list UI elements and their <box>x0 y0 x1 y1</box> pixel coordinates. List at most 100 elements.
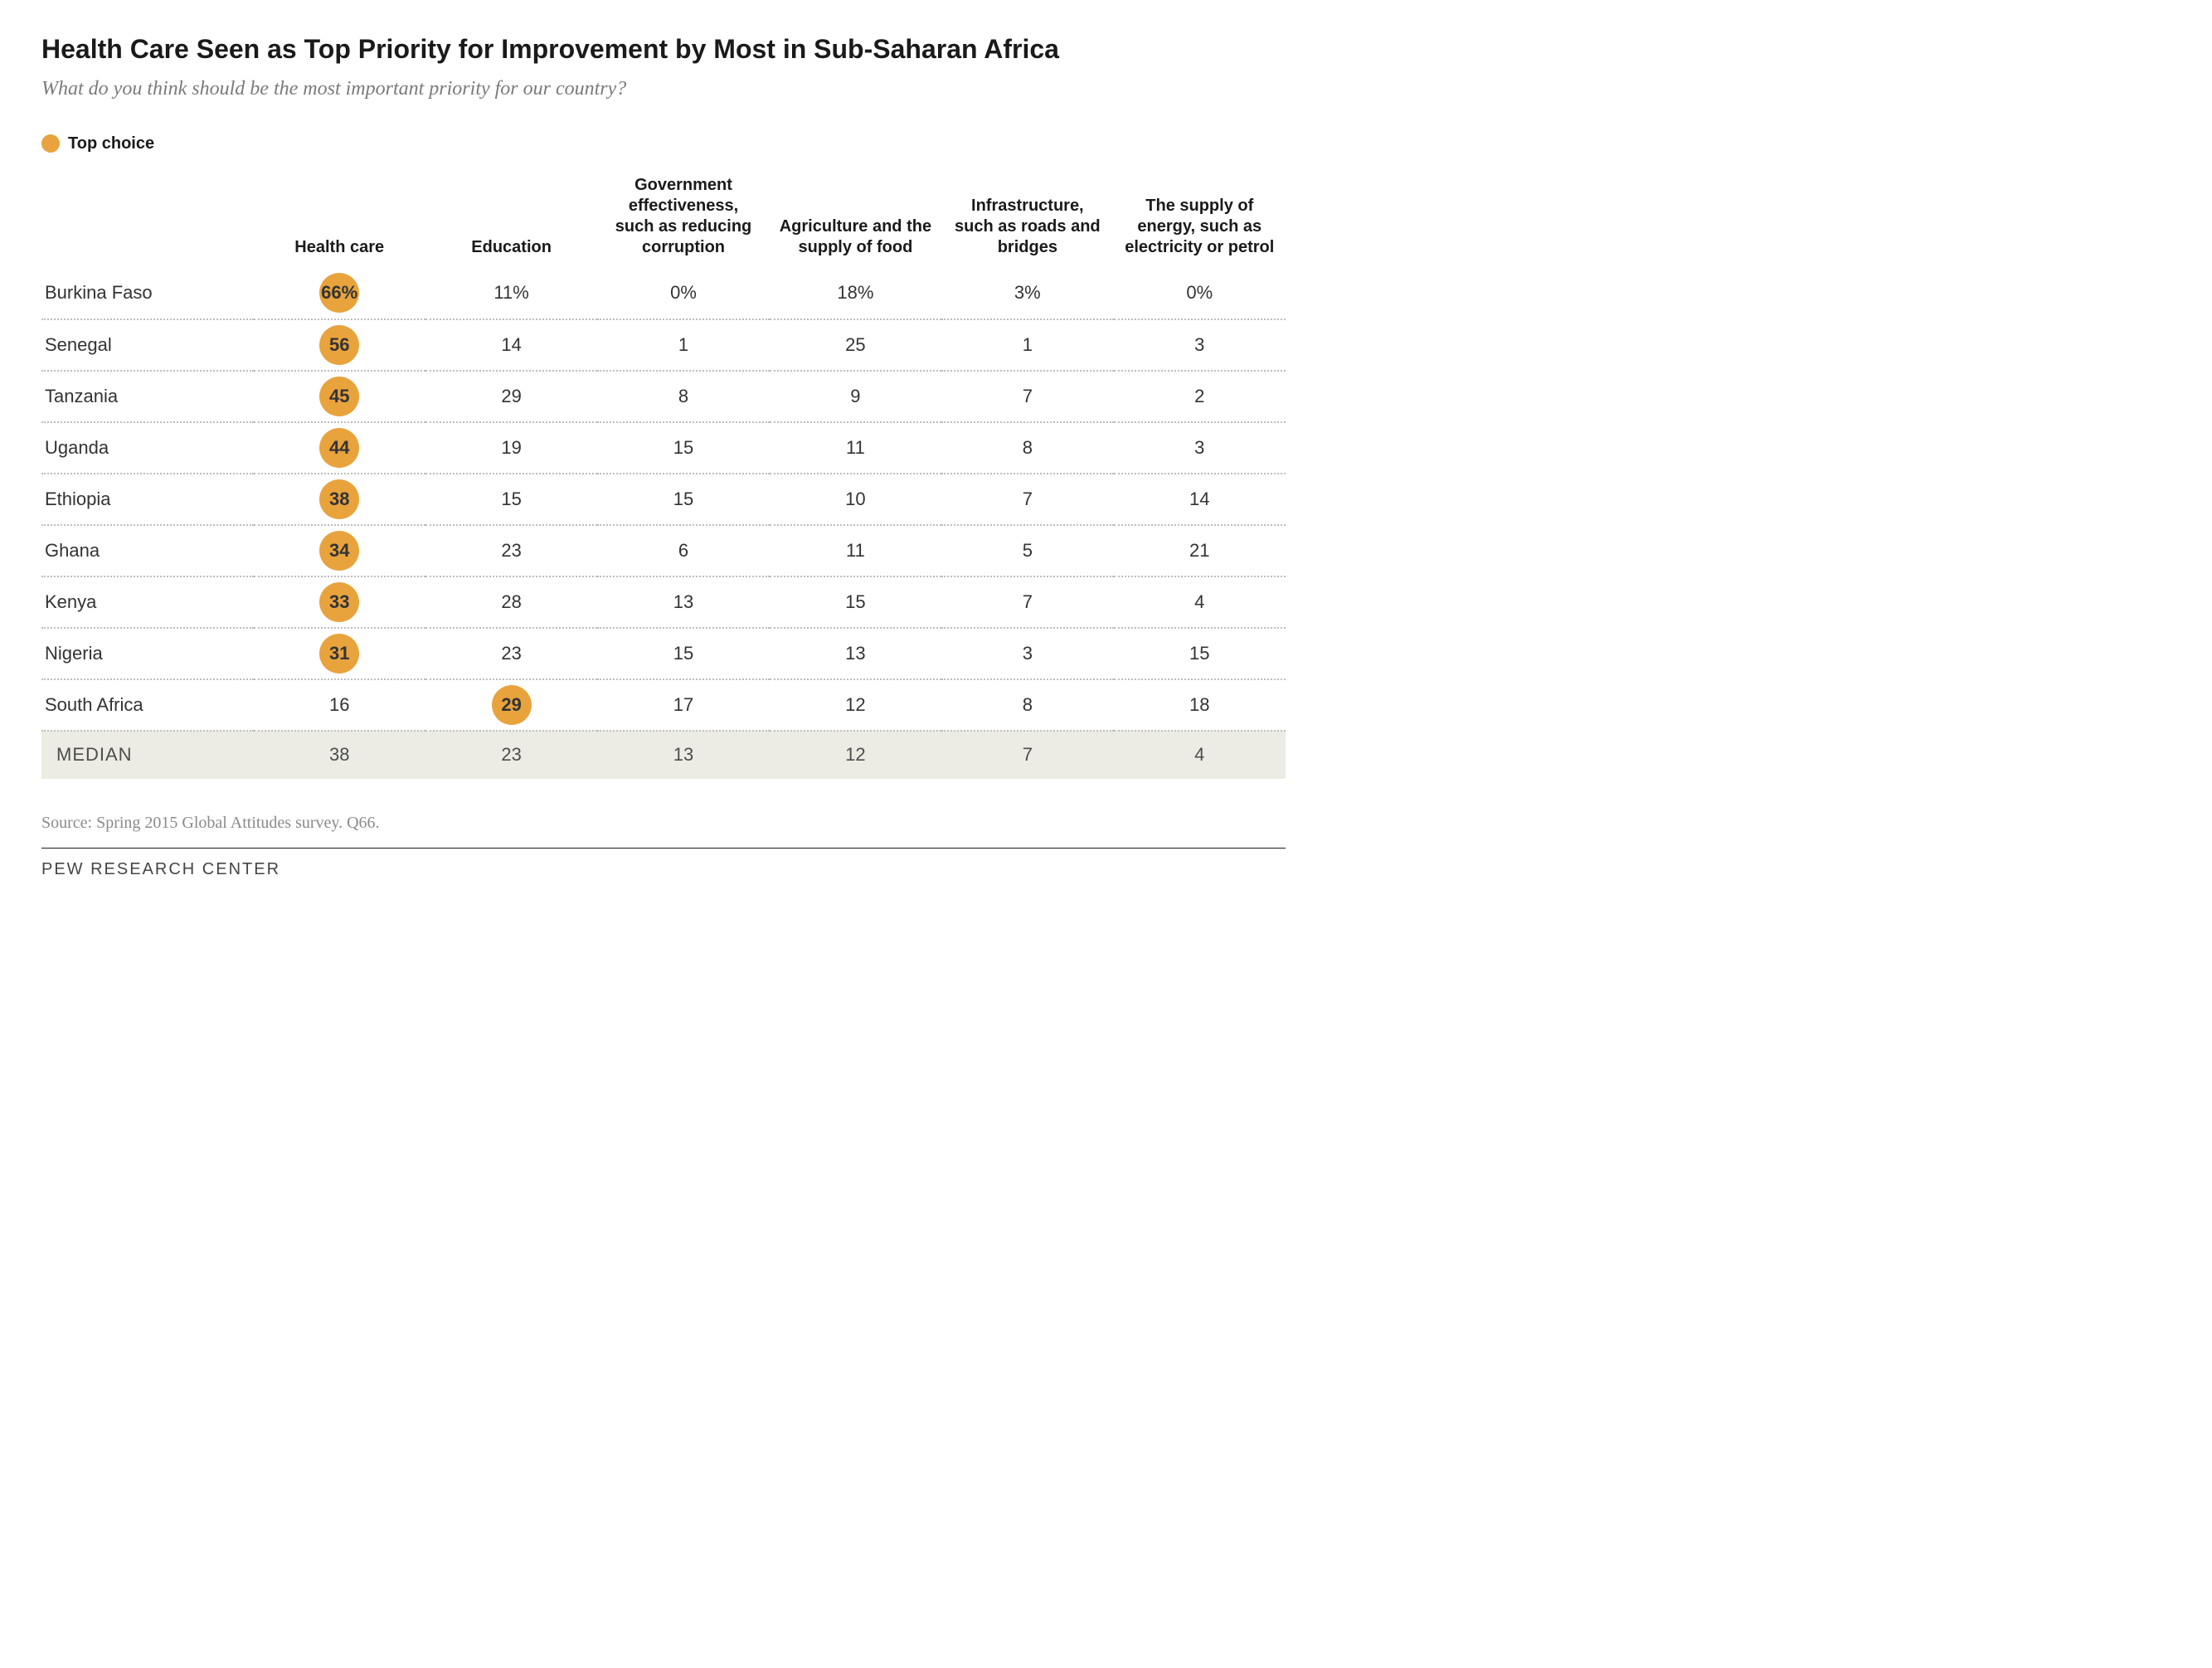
value-cell: 7 <box>941 576 1113 628</box>
col-header: Infrastructure, such as roads and bridge… <box>941 170 1113 268</box>
median-cell: 13 <box>597 731 769 779</box>
value-cell: 4 <box>1114 576 1286 628</box>
median-cell: 4 <box>1114 731 1286 779</box>
table-row: Senegal561412513 <box>41 319 1286 371</box>
value-text: 1 <box>678 334 688 356</box>
col-header: The supply of energy, such as electricit… <box>1114 170 1286 268</box>
value-text: 23 <box>501 540 521 562</box>
value-text: 7 <box>1023 489 1033 510</box>
source-text: Source: Spring 2015 Global Attitudes sur… <box>41 814 1286 833</box>
value-text: 15 <box>501 489 521 510</box>
value-cell: 15 <box>425 474 597 525</box>
value-text: 3 <box>1194 437 1204 459</box>
col-header: Health care <box>254 170 425 268</box>
table-row: Ethiopia 38 15 15 10 7 14 <box>41 474 1286 525</box>
value-cell: 18% <box>770 268 941 319</box>
value-text: 11 <box>846 437 865 459</box>
brand-text: PEW RESEARCH CENTER <box>41 860 1286 879</box>
value-cell: 12 <box>770 679 941 731</box>
value-text: 14 <box>1189 489 1209 510</box>
value-cell: 3 <box>941 628 1113 679</box>
value-cell: 15 <box>597 422 769 474</box>
value-text: 19 <box>501 437 521 459</box>
value-cell: 11% <box>425 268 597 319</box>
value-cell: 11 <box>770 422 941 474</box>
value-cell: 1 <box>597 319 769 371</box>
value-cell: 8 <box>597 371 769 422</box>
value-cell: 34 <box>254 525 425 576</box>
value-text: 5 <box>1023 540 1033 562</box>
value-text: 7 <box>1023 591 1033 613</box>
value-cell: 23 <box>425 525 597 576</box>
value-text: 38 <box>329 489 349 510</box>
value-text: 11 <box>846 540 865 562</box>
value-cell: 28 <box>425 576 597 628</box>
value-text: 29 <box>501 694 521 716</box>
value-text: 15 <box>673 489 693 510</box>
value-text: 1 <box>1023 334 1033 356</box>
value-text: 3% <box>1014 282 1041 304</box>
chart-title: Health Care Seen as Top Priority for Imp… <box>41 33 1286 65</box>
value-text: 18 <box>1189 694 1209 716</box>
table-row: Nigeria31231513315 <box>41 628 1286 679</box>
chart-subtitle: What do you think should be the most imp… <box>41 76 1286 102</box>
value-cell: 7 <box>941 474 1113 525</box>
value-text: 3 <box>1023 643 1033 664</box>
value-text: 66% <box>321 282 357 304</box>
country-cell: Kenya <box>41 576 254 628</box>
value-cell: 15 <box>597 474 769 525</box>
value-cell: 16 <box>254 679 425 731</box>
table-row: Ghana3423611521 <box>41 525 1286 576</box>
value-text: 21 <box>1189 540 1209 562</box>
col-header: Agriculture and the supply of food <box>770 170 941 268</box>
value-text: 23 <box>501 643 521 664</box>
value-text: 9 <box>850 386 860 407</box>
value-cell: 21 <box>1114 525 1286 576</box>
country-cell: Ethiopia <box>41 474 254 525</box>
value-cell: 29 <box>425 371 597 422</box>
value-cell: 14 <box>1114 474 1286 525</box>
value-text: 25 <box>845 334 865 356</box>
value-text: 33 <box>329 591 349 613</box>
col-header: Education <box>425 170 597 268</box>
value-cell: 33 <box>254 576 425 628</box>
footer-block: Source: Spring 2015 Global Attitudes sur… <box>41 814 1286 879</box>
value-cell: 29 <box>425 679 597 731</box>
median-cell: 38 <box>254 731 425 779</box>
value-cell: 0% <box>597 268 769 319</box>
value-text: 6 <box>678 540 688 562</box>
value-text: 29 <box>501 386 521 407</box>
country-cell: South Africa <box>41 679 254 731</box>
value-cell: 44 <box>254 422 425 474</box>
value-text: 34 <box>329 540 349 562</box>
value-cell: 0% <box>1114 268 1286 319</box>
country-cell: Nigeria <box>41 628 254 679</box>
value-cell: 56 <box>254 319 425 371</box>
value-text: 13 <box>845 643 865 664</box>
value-text: 28 <box>501 591 521 613</box>
data-table: Health careEducationGovernment effective… <box>41 170 1286 779</box>
table-row: Burkina Faso 66% 11% 0% 18% 3% 0% <box>41 268 1286 319</box>
value-cell: 15 <box>770 576 941 628</box>
value-cell: 11 <box>770 525 941 576</box>
value-text: 18% <box>837 282 873 304</box>
table-body: Burkina Faso66%11%0%18%3%0%Senegal561412… <box>41 268 1286 731</box>
value-cell: 9 <box>770 371 941 422</box>
value-cell: 13 <box>597 576 769 628</box>
country-cell: Burkina Faso <box>41 268 254 319</box>
value-cell: 6 <box>597 525 769 576</box>
value-cell: 5 <box>941 525 1113 576</box>
median-label: MEDIAN <box>41 731 254 779</box>
value-text: 15 <box>673 643 693 664</box>
legend-dot <box>41 134 60 153</box>
table-row: Tanzania45298972 <box>41 371 1286 422</box>
value-text: 0% <box>670 282 697 304</box>
value-text: 17 <box>673 694 693 716</box>
value-text: 45 <box>329 386 349 407</box>
country-cell: Tanzania <box>41 371 254 422</box>
value-cell: 66% <box>254 268 425 319</box>
legend-label: Top choice <box>68 134 154 153</box>
value-text: 15 <box>673 437 693 459</box>
value-text: 10 <box>845 489 865 510</box>
value-cell: 25 <box>770 319 941 371</box>
